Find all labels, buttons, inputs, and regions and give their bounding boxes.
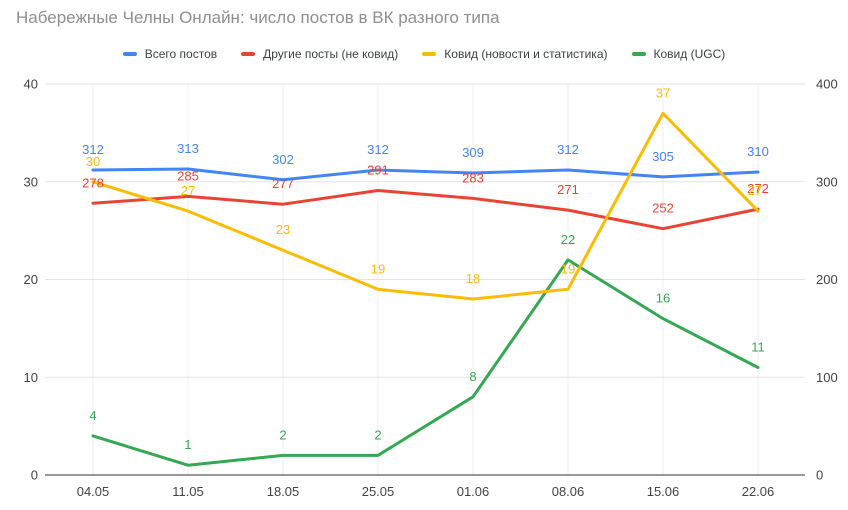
data-label-3: 11 (751, 340, 765, 355)
legend-item-label: Ковид (новости и статистика) (444, 47, 608, 61)
left-axis-tick-label: 0 (31, 468, 38, 483)
x-axis-tick-label: 15.06 (647, 484, 680, 499)
data-label-1: 285 (177, 168, 199, 183)
data-label-1: 277 (272, 176, 294, 191)
data-label-2: 19 (371, 261, 385, 276)
left-axis-tick-label: 20 (24, 272, 38, 287)
data-label-3: 16 (656, 291, 670, 306)
legend-item-0[interactable]: Всего постов (122, 47, 218, 61)
data-label-1: 271 (557, 182, 579, 197)
series-line-3 (91, 258, 760, 467)
left-axis-tick-label: 10 (24, 370, 38, 385)
x-axis-tick-label: 18.05 (267, 484, 300, 499)
data-label-2: 30 (86, 154, 100, 169)
x-axis-tick-label: 04.05 (77, 484, 110, 499)
x-axis-tick-label: 11.05 (172, 484, 204, 499)
data-label-1: 252 (652, 201, 674, 216)
right-axis-tick-label: 100 (816, 370, 838, 385)
legend-item-label: Всего постов (144, 47, 218, 61)
data-label-2: 18 (466, 271, 480, 286)
data-label-2: 23 (276, 222, 290, 237)
data-label-3: 2 (374, 427, 381, 442)
legend-item-2[interactable]: Ковид (новости и статистика) (422, 47, 608, 61)
data-label-0: 312 (557, 142, 579, 157)
data-label-1: 291 (367, 163, 389, 178)
left-axis-tick-label: 30 (24, 174, 38, 189)
data-label-2: 37 (656, 85, 670, 100)
x-axis-tick-label: 01.06 (457, 484, 490, 499)
legend-marker-icon (422, 52, 437, 56)
data-label-1: 278 (82, 175, 104, 190)
series-line-1 (91, 189, 760, 231)
right-axis-tick-label: 200 (816, 272, 838, 287)
legend-marker-icon (631, 52, 646, 56)
legend-item-label: Ковид (UGC) (653, 47, 726, 61)
right-axis-tick-label: 400 (816, 77, 838, 92)
data-label-0: 310 (747, 144, 769, 159)
data-label-2: 19 (561, 261, 575, 276)
data-label-1: 272 (747, 181, 769, 196)
x-axis-tick-label: 22.06 (742, 484, 775, 499)
data-label-0: 312 (82, 142, 104, 157)
legend-item-1[interactable]: Другие посты (не ковид) (241, 47, 398, 61)
data-label-0: 302 (272, 152, 294, 167)
data-label-3: 4 (89, 408, 96, 423)
legend-item-3[interactable]: Ковид (UGC) (631, 47, 726, 61)
data-label-0: 312 (367, 142, 389, 157)
data-label-0: 309 (462, 145, 484, 160)
series-line-2 (91, 111, 760, 301)
right-axis-tick-label: 0 (816, 468, 823, 483)
x-axis-tick-label: 25.05 (362, 484, 395, 499)
chart-title: Набережные Челны Онлайн: число постов в … (16, 8, 500, 27)
data-label-3: 22 (561, 232, 575, 247)
data-label-3: 2 (279, 427, 286, 442)
series-line-0 (91, 167, 760, 182)
legend: Всего постов Другие посты (не ковид) Ковид… (0, 47, 848, 61)
legend-item-label: Другие посты (не ковид) (263, 47, 399, 61)
right-axis-tick-label: 300 (816, 174, 838, 189)
left-axis-tick-label: 40 (24, 77, 38, 92)
legend-marker-icon (122, 52, 137, 56)
data-label-3: 8 (469, 369, 476, 384)
data-label-0: 305 (652, 149, 674, 164)
legend-marker-icon (241, 52, 256, 56)
data-label-0: 313 (177, 141, 199, 156)
data-label-1: 283 (462, 170, 484, 185)
data-label-2: 27 (748, 183, 762, 198)
data-label-2: 27 (181, 183, 195, 198)
data-label-3: 1 (184, 437, 191, 452)
x-axis-tick-label: 08.06 (552, 484, 585, 499)
